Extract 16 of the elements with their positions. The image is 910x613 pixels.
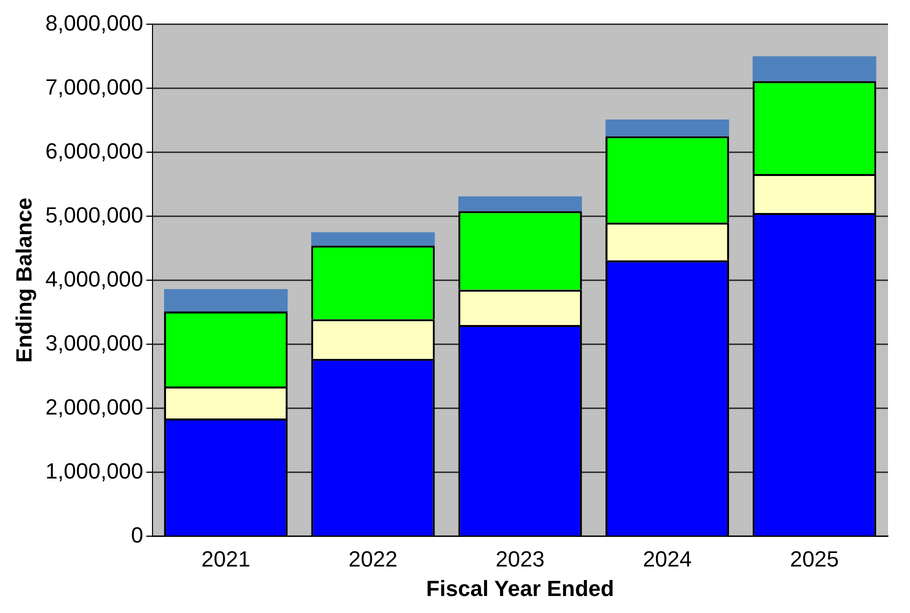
x-tick-label: 2025 — [790, 546, 839, 572]
x-tick-label: 2023 — [496, 546, 545, 572]
y-tick-label: 4,000,000 — [45, 266, 144, 292]
y-tick-label: 3,000,000 — [45, 330, 144, 356]
x-tick-label: 2021 — [201, 546, 250, 572]
x-tick-label: 2024 — [642, 546, 692, 572]
y-tick-label: 8,000,000 — [45, 10, 144, 36]
x-axis-title: Fiscal Year Ended — [426, 576, 614, 601]
y-tick-label: 0 — [131, 522, 144, 548]
y-tick-label: 1,000,000 — [45, 458, 144, 484]
y-tick-label: 5,000,000 — [45, 202, 144, 228]
y-tick-label: 2,000,000 — [45, 394, 144, 420]
y-axis-title: Ending Balance — [11, 198, 36, 363]
y-tick-label: 7,000,000 — [45, 74, 144, 100]
y-tick-label: 6,000,000 — [45, 138, 144, 164]
x-tick-label: 2022 — [348, 546, 398, 572]
